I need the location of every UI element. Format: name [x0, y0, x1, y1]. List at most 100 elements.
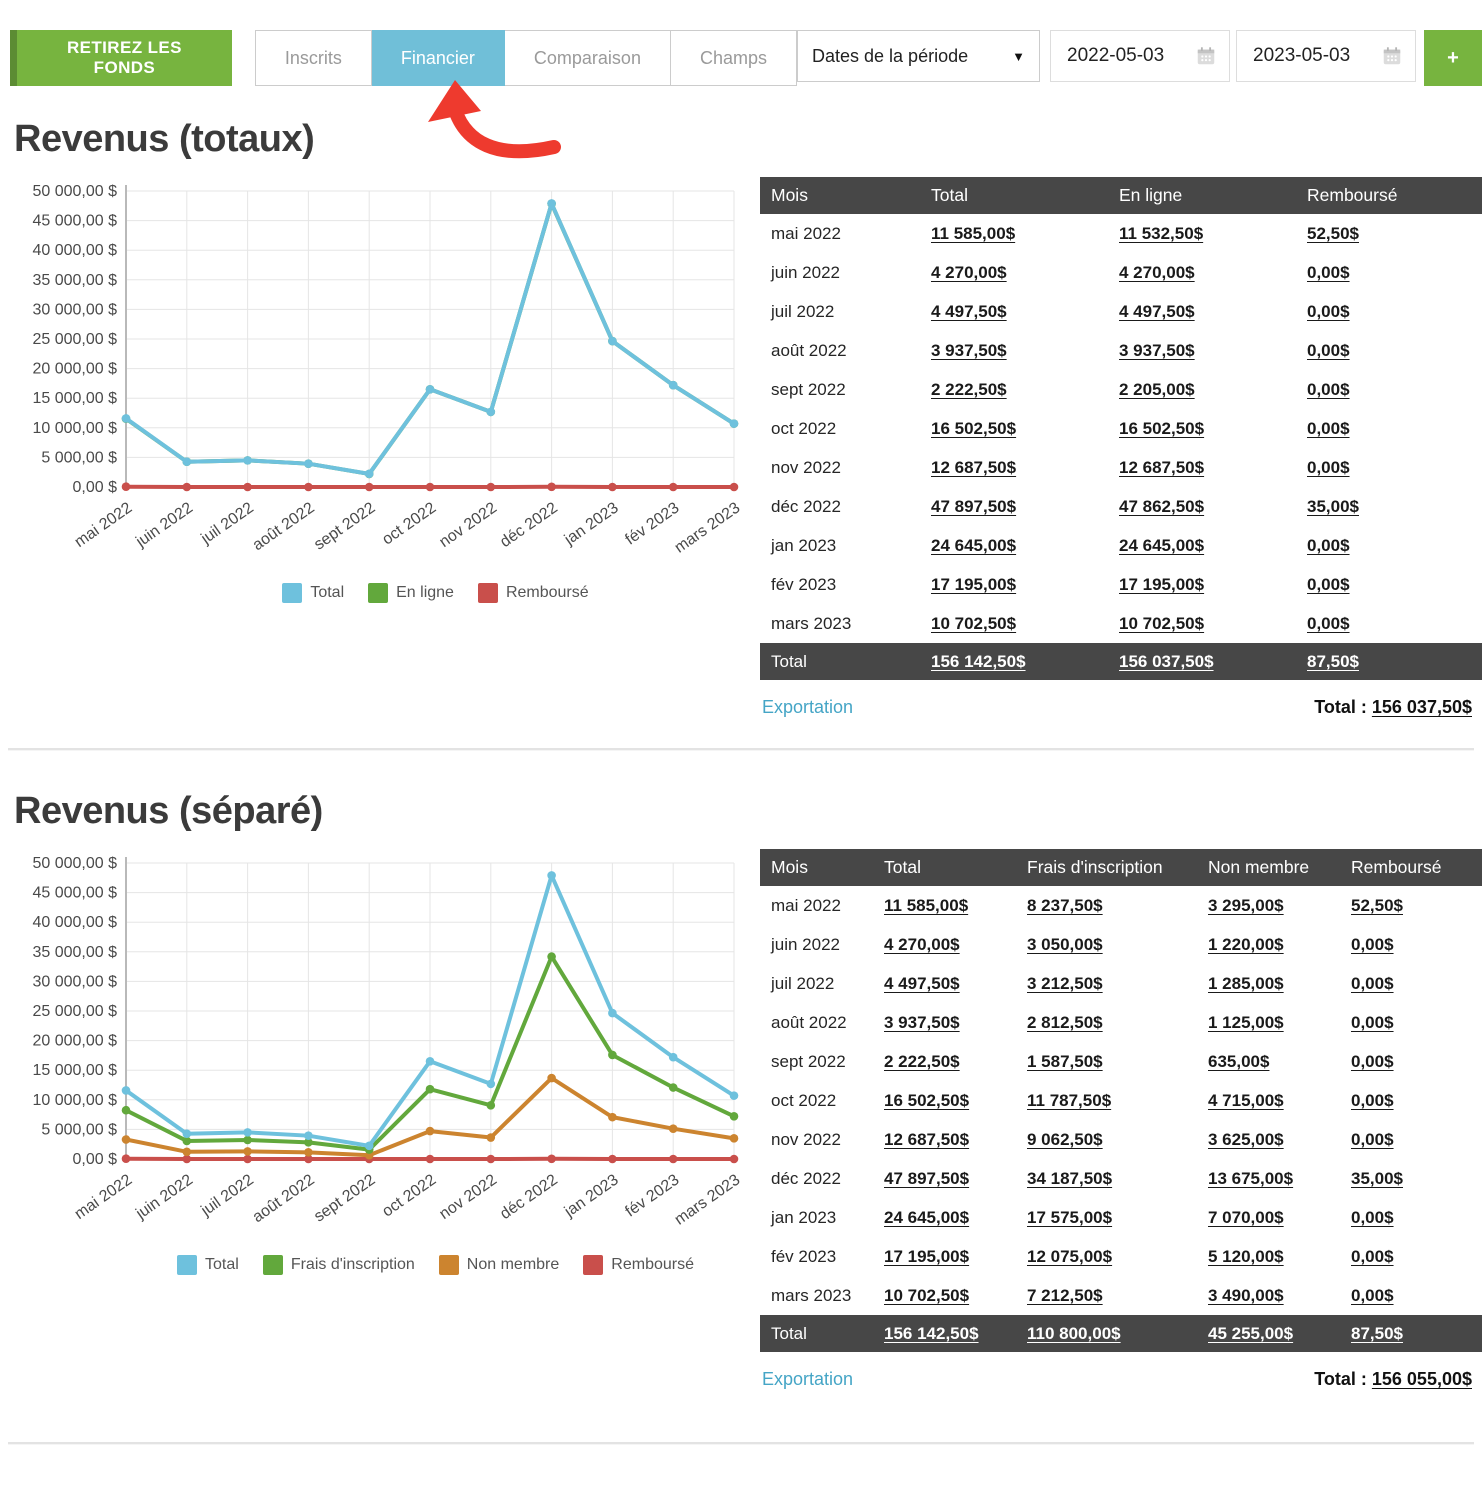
amount-link[interactable]: 10 702,50$ — [931, 613, 1017, 633]
amount-link[interactable]: 12 687,50$ — [884, 1129, 970, 1149]
amount-link[interactable]: 3 295,00$ — [1208, 895, 1284, 915]
amount-link[interactable]: 11 787,50$ — [1027, 1090, 1112, 1110]
tab-comparaison[interactable]: Comparaison — [504, 30, 671, 86]
tab-inscrits[interactable]: Inscrits — [254, 30, 372, 86]
amount-link[interactable]: 4 497,50$ — [1119, 301, 1195, 321]
tab-champs[interactable]: Champs — [670, 30, 797, 86]
amount-link[interactable]: 7 212,50$ — [1027, 1285, 1103, 1305]
amount-link[interactable]: 2 222,50$ — [931, 379, 1007, 399]
amount-link[interactable]: 2 205,00$ — [1119, 379, 1195, 399]
amount-link[interactable]: 0,00$ — [1307, 574, 1350, 594]
amount-link[interactable]: 17 195,00$ — [931, 574, 1017, 594]
amount-link[interactable]: 34 187,50$ — [1027, 1168, 1113, 1188]
amount-link[interactable]: 24 645,00$ — [931, 535, 1017, 555]
amount-link[interactable]: 3 937,50$ — [884, 1012, 960, 1032]
amount-link[interactable]: 1 220,00$ — [1208, 934, 1284, 954]
tab-financier[interactable]: Financier — [371, 30, 505, 86]
amount-link[interactable]: 16 502,50$ — [1119, 418, 1205, 438]
amount-link[interactable]: 5 120,00$ — [1208, 1246, 1284, 1266]
amount-link[interactable]: 8 237,50$ — [1027, 895, 1103, 915]
amount-link[interactable]: 156 142,50$ — [931, 651, 1026, 671]
amount-link[interactable]: 3 212,50$ — [1027, 973, 1103, 993]
amount-link[interactable]: 17 575,00$ — [1027, 1207, 1113, 1227]
amount-link[interactable]: 17 195,00$ — [884, 1246, 970, 1266]
amount-link[interactable]: 4 715,00$ — [1208, 1090, 1284, 1110]
period-select-label: Dates de la période — [812, 45, 969, 66]
amount-link[interactable]: 0,00$ — [1351, 1051, 1394, 1071]
amount-link[interactable]: 16 502,50$ — [884, 1090, 970, 1110]
start-date-input[interactable]: 2022-05-03 — [1050, 30, 1230, 82]
amount-link[interactable]: 4 270,00$ — [931, 262, 1007, 282]
amount-link[interactable]: 110 800,00$ — [1027, 1323, 1121, 1343]
amount-link[interactable]: 4 497,50$ — [884, 973, 960, 993]
end-date-input[interactable]: 2023-05-03 — [1236, 30, 1416, 82]
amount-link[interactable]: 156 037,50$ — [1119, 651, 1214, 671]
amount-link[interactable]: 0,00$ — [1307, 418, 1350, 438]
amount-link[interactable]: 0,00$ — [1307, 340, 1350, 360]
grand-total-value[interactable]: 156 037,50$ — [1371, 697, 1472, 717]
amount-link[interactable]: 7 070,00$ — [1208, 1207, 1284, 1227]
amount-link[interactable]: 47 862,50$ — [1119, 496, 1205, 516]
amount-link[interactable]: 0,00$ — [1307, 301, 1350, 321]
amount-link[interactable]: 1 587,50$ — [1027, 1051, 1103, 1071]
amount-link[interactable]: 0,00$ — [1351, 1207, 1394, 1227]
table-row: nov 2022 12 687,50$ 9 062,50$ 3 625,00$ 0,00… — [760, 1120, 1482, 1159]
amount-link[interactable]: 12 075,00$ — [1027, 1246, 1113, 1266]
amount-link[interactable]: 3 625,00$ — [1208, 1129, 1284, 1149]
amount-link[interactable]: 52,50$ — [1307, 223, 1359, 243]
amount-link[interactable]: 35,00$ — [1351, 1168, 1403, 1188]
withdraw-funds-button[interactable]: RETIREZ LES FONDS — [10, 30, 232, 86]
amount-link[interactable]: 0,00$ — [1351, 1129, 1394, 1149]
amount-link[interactable]: 11 585,00$ — [884, 895, 969, 915]
amount-link[interactable]: 87,50$ — [1307, 651, 1359, 671]
amount-link[interactable]: 0,00$ — [1351, 934, 1394, 954]
svg-text:août 2022: août 2022 — [250, 499, 318, 554]
grand-total-value[interactable]: 156 055,00$ — [1371, 1369, 1472, 1389]
amount-link[interactable]: 3 937,50$ — [931, 340, 1007, 360]
period-type-select[interactable]: Dates de la période ▼ — [797, 30, 1040, 82]
amount-link[interactable]: 12 687,50$ — [1119, 457, 1205, 477]
amount-link[interactable]: 87,50$ — [1351, 1323, 1403, 1343]
amount-link[interactable]: 0,00$ — [1307, 262, 1350, 282]
amount-link[interactable]: 24 645,00$ — [884, 1207, 970, 1227]
amount-link[interactable]: 0,00$ — [1351, 1246, 1394, 1266]
amount-link[interactable]: 0,00$ — [1351, 973, 1394, 993]
amount-link[interactable]: 0,00$ — [1307, 535, 1350, 555]
amount-link[interactable]: 47 897,50$ — [931, 496, 1017, 516]
amount-link[interactable]: 35,00$ — [1307, 496, 1359, 516]
amount-link[interactable]: 1 125,00$ — [1208, 1012, 1284, 1032]
amount-link[interactable]: 0,00$ — [1307, 457, 1350, 477]
amount-link[interactable]: 3 937,50$ — [1119, 340, 1195, 360]
amount-link[interactable]: 17 195,00$ — [1119, 574, 1205, 594]
amount-link[interactable]: 4 270,00$ — [1119, 262, 1195, 282]
amount-link[interactable]: 10 702,50$ — [884, 1285, 970, 1305]
amount-link[interactable]: 4 270,00$ — [884, 934, 960, 954]
amount-link[interactable]: 24 645,00$ — [1119, 535, 1205, 555]
amount-link[interactable]: 11 585,00$ — [931, 223, 1016, 243]
amount-link[interactable]: 3 050,00$ — [1027, 934, 1103, 954]
amount-link[interactable]: 1 285,00$ — [1208, 973, 1284, 993]
amount-link[interactable]: 11 532,50$ — [1119, 223, 1204, 243]
amount-link[interactable]: 52,50$ — [1351, 895, 1403, 915]
amount-link[interactable]: 45 255,00$ — [1208, 1323, 1294, 1343]
amount-link[interactable]: 635,00$ — [1208, 1051, 1270, 1071]
amount-link[interactable]: 12 687,50$ — [931, 457, 1017, 477]
amount-link[interactable]: 9 062,50$ — [1027, 1129, 1103, 1149]
amount-link[interactable]: 16 502,50$ — [931, 418, 1017, 438]
amount-link[interactable]: 0,00$ — [1351, 1090, 1394, 1110]
amount-link[interactable]: 4 497,50$ — [931, 301, 1007, 321]
add-period-button[interactable]: + — [1424, 30, 1482, 86]
amount-link[interactable]: 156 142,50$ — [884, 1323, 979, 1343]
amount-link[interactable]: 47 897,50$ — [884, 1168, 970, 1188]
amount-link[interactable]: 3 490,00$ — [1208, 1285, 1284, 1305]
amount-link[interactable]: 2 812,50$ — [1027, 1012, 1103, 1032]
amount-link[interactable]: 0,00$ — [1351, 1012, 1394, 1032]
amount-link[interactable]: 0,00$ — [1351, 1285, 1394, 1305]
amount-link[interactable]: 0,00$ — [1307, 379, 1350, 399]
amount-link[interactable]: 10 702,50$ — [1119, 613, 1205, 633]
amount-link[interactable]: 0,00$ — [1307, 613, 1350, 633]
amount-link[interactable]: 13 675,00$ — [1208, 1168, 1294, 1188]
export-link[interactable]: Exportation — [762, 697, 854, 717]
export-link[interactable]: Exportation — [762, 1369, 854, 1389]
amount-link[interactable]: 2 222,50$ — [884, 1051, 960, 1071]
